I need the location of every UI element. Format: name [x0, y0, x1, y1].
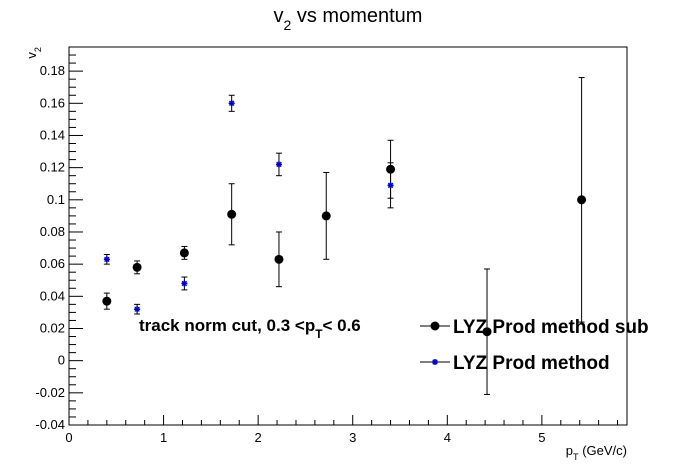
legend-item: LYZ Prod method sub — [420, 317, 649, 338]
annotation-text: track norm cut, 0.3 <pT< 0.6 — [139, 316, 361, 341]
y-tick-label: 0.16 — [40, 95, 65, 110]
data-point — [228, 100, 235, 107]
y-tick-label: 0.06 — [40, 256, 65, 271]
data-point — [387, 182, 394, 189]
y-tick-label: 0.12 — [40, 160, 65, 175]
data-point — [275, 161, 282, 168]
chart-title: v2 vs momentum — [274, 5, 423, 33]
x-tick-label: 5 — [538, 430, 545, 445]
x-tick-label: 2 — [255, 430, 262, 445]
x-tick-label: 1 — [160, 430, 167, 445]
legend: LYZ Prod method sub LYZ Prod method — [420, 317, 649, 374]
legend-marker — [430, 321, 440, 331]
data-point — [179, 248, 189, 258]
data-point — [321, 211, 331, 221]
legend-label: LYZ Prod method sub — [453, 317, 649, 338]
y-tick-label: 0.14 — [40, 127, 65, 142]
y-tick-label: 0 — [58, 353, 65, 368]
y-tick-label: 0.08 — [40, 224, 65, 239]
legend-item: LYZ Prod method — [420, 353, 610, 374]
y-tick-label: 0.04 — [40, 288, 65, 303]
legend-label: LYZ Prod method — [453, 353, 610, 374]
series-0 — [102, 77, 587, 395]
plot-frame — [68, 46, 628, 426]
series-1 — [103, 94, 394, 315]
data-point — [577, 195, 587, 205]
data-point — [482, 327, 492, 337]
data-point — [274, 254, 284, 264]
x-tick-label: 3 — [349, 430, 356, 445]
y-axis-title: v2 — [24, 47, 43, 59]
data-point — [134, 306, 141, 313]
y-tick-label: -0.02 — [35, 385, 65, 400]
data-point — [132, 262, 142, 272]
data-point — [102, 296, 112, 306]
y-tick-label: 0.18 — [40, 63, 65, 78]
x-tick-label: 4 — [444, 430, 451, 445]
y-tick-label: 0.02 — [40, 320, 65, 335]
data-point — [103, 256, 110, 263]
y-tick-label: -0.04 — [35, 417, 65, 432]
x-tick-label: 0 — [65, 430, 72, 445]
x-axis-title: pT (GeV/c) — [566, 443, 627, 462]
data-point — [227, 209, 237, 219]
legend-marker — [432, 359, 438, 365]
y-tick-label: 0.1 — [47, 192, 65, 207]
data-point — [181, 280, 188, 287]
